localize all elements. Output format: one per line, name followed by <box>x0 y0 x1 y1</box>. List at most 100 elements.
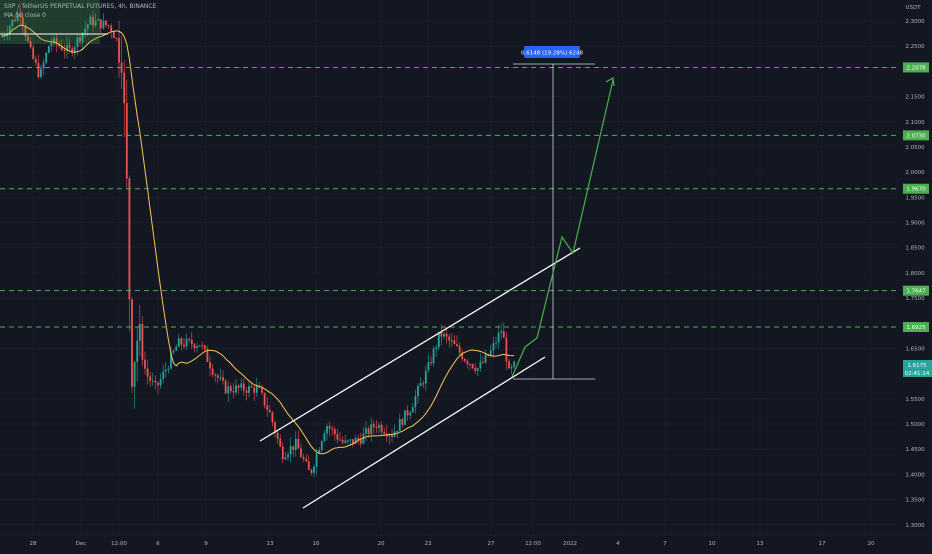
candle-body <box>349 439 352 441</box>
level-badge <box>903 183 929 194</box>
indicator-title[interactable]: MA 50 close 0 <box>4 12 46 19</box>
time-axis-background <box>0 535 932 550</box>
price-tick-label: 2.2500 <box>905 44 925 50</box>
candle-body <box>68 44 71 49</box>
time-tick-label: 28 <box>30 541 37 547</box>
candle-body <box>232 391 235 393</box>
candle-body <box>341 440 344 443</box>
price-tick-label: 1.9000 <box>905 221 925 227</box>
candle-body <box>422 383 425 385</box>
candle-body <box>183 344 185 347</box>
candle-body <box>274 422 276 433</box>
channel-upper-line[interactable] <box>259 247 581 442</box>
candle-body <box>144 359 146 369</box>
price-axis[interactable]: USDT 2.3000 2.2500 2.1500 2.1000 2.0500 2.000… <box>898 0 932 550</box>
candle-body <box>14 19 16 21</box>
candle-body <box>461 352 464 360</box>
candle-body <box>73 47 76 54</box>
candle-body <box>313 466 315 473</box>
candle-body <box>60 46 63 51</box>
candle-body <box>162 371 165 379</box>
candle-body <box>253 387 256 393</box>
time-tick-label: 10 <box>709 541 716 547</box>
price-range-measure[interactable]: 0.6148 (19.28%) 6248 <box>513 46 595 380</box>
candle-body <box>424 370 427 384</box>
time-tick-label: 2022 <box>563 541 577 547</box>
candle-body <box>149 376 152 381</box>
candle-body <box>81 32 84 42</box>
time-tick-label: 17 <box>819 541 826 547</box>
time-tick-label: Dec <box>76 541 87 547</box>
level-badge <box>903 285 929 296</box>
candle-body <box>404 410 406 425</box>
candle-body <box>167 368 170 370</box>
time-tick-label: 13 <box>267 541 274 547</box>
time-tick-label: 27 <box>488 541 495 547</box>
price-tick-label: 1.7500 <box>905 296 925 302</box>
candle-body <box>380 424 383 433</box>
price-tick-label: 2.3000 <box>905 19 925 25</box>
candle-body <box>76 37 79 48</box>
ascending-channel[interactable] <box>259 247 581 509</box>
candle-body <box>206 349 209 362</box>
candle-body <box>190 339 193 345</box>
candle-body <box>92 16 94 26</box>
candle-body <box>401 419 404 425</box>
projection-path[interactable] <box>511 77 615 378</box>
price-tick-label: 2.1000 <box>905 120 925 126</box>
candle-body <box>157 382 159 386</box>
candle-body <box>271 412 274 423</box>
candle-body <box>53 38 55 43</box>
time-tick-label: 23 <box>425 541 432 547</box>
candle-body <box>66 44 68 51</box>
candle-body <box>84 28 87 33</box>
candle-body <box>235 385 237 393</box>
candle-body <box>497 332 500 343</box>
candle-body <box>196 346 198 348</box>
symbol-title[interactable]: SXP / TetherUS PERPETUAL FUTURES, 4h, BI… <box>4 3 157 10</box>
projection-arrow-line[interactable] <box>511 79 614 378</box>
candle-body <box>500 331 503 333</box>
price-tick-label: 2.0000 <box>905 170 925 176</box>
candle-body <box>281 446 284 460</box>
level-badge <box>903 322 929 333</box>
candle-body <box>110 25 113 32</box>
time-tick-label: 6 <box>156 541 160 547</box>
candle-body <box>450 340 453 342</box>
candle-body <box>21 16 24 27</box>
candle-body <box>458 346 461 353</box>
candle-body <box>245 390 248 393</box>
candle-body <box>448 336 451 341</box>
time-tick-labels: 28 Dec 12:00 6 9 13 16 20 23 27 12:00 2022 4 7 10 13 17 2… <box>30 541 875 547</box>
candle-body <box>99 19 102 29</box>
candle-body <box>1 36 3 38</box>
candle-body <box>508 361 510 369</box>
price-tick-label: 1.3000 <box>905 523 925 529</box>
channel-lower-line[interactable] <box>302 356 546 509</box>
candle-body <box>417 385 419 397</box>
candle-body <box>102 20 105 29</box>
price-tick-label: 2.1500 <box>905 95 925 101</box>
candle-body <box>469 364 471 366</box>
candle-body <box>42 62 45 69</box>
candle-body <box>128 178 131 300</box>
level-badge-text: 1.7647 <box>906 289 926 295</box>
candle-body <box>27 36 29 42</box>
candle-body <box>310 469 313 473</box>
candle-body <box>370 424 373 434</box>
candle-body <box>136 340 139 362</box>
candle-body <box>510 366 513 369</box>
candle-body <box>29 41 32 48</box>
candle-body <box>219 377 222 379</box>
candle-body <box>479 361 482 369</box>
candle-body <box>331 428 334 430</box>
candle-body <box>375 427 378 429</box>
candle-body <box>354 438 357 444</box>
candle-body <box>11 19 14 27</box>
candle-body <box>115 38 118 40</box>
time-axis[interactable]: 28 Dec 12:00 6 9 13 16 20 23 27 12:00 2022 4 7 10 13 17 2… <box>0 534 932 550</box>
price-tick-label: 1.9500 <box>905 195 925 201</box>
candle-body <box>284 457 287 460</box>
candle-body <box>198 345 201 347</box>
